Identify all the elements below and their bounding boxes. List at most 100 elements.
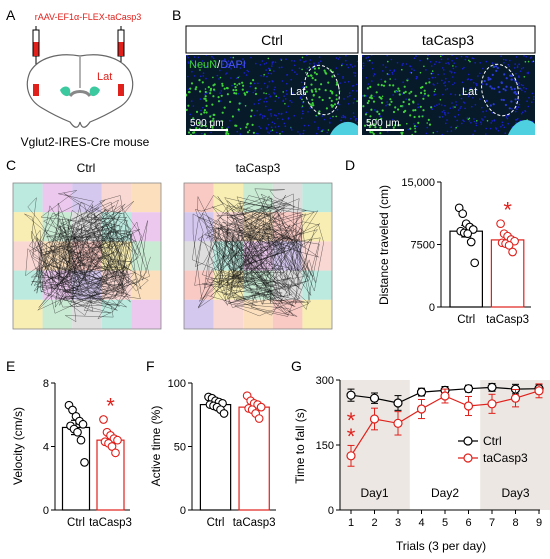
cell-dot: [204, 90, 207, 94]
cell-dot: [296, 73, 298, 75]
cell-dot: [362, 62, 365, 64]
cell-dot: [329, 117, 332, 119]
cell-dot: [422, 109, 425, 112]
cell-dot: [268, 132, 271, 134]
cell-dot: [202, 72, 205, 74]
grid-cell: [13, 299, 43, 329]
cell-dot: [332, 115, 334, 118]
cell-dot: [445, 77, 447, 80]
cell-dot: [521, 111, 524, 114]
cell-dot: [226, 66, 228, 68]
cell-dot: [267, 57, 270, 60]
cell-dot: [441, 67, 444, 69]
data-point: [219, 409, 229, 418]
cell-dot: [297, 131, 299, 133]
cell-dot: [518, 75, 520, 77]
cell-dot: [507, 122, 510, 125]
cell-dot: [188, 91, 191, 94]
data-point: [487, 399, 497, 409]
cell-dot: [447, 58, 449, 60]
cell-dot: [444, 89, 447, 91]
injection-site-right: [118, 84, 124, 96]
cell-dot: [397, 87, 400, 90]
cell-dot: [459, 107, 461, 109]
cell-dot: [268, 93, 270, 96]
x-tick-label: taCasp3: [486, 314, 529, 326]
data-point: [80, 458, 89, 467]
x-tick-label: Ctrl: [207, 517, 225, 529]
cell-dot: [489, 104, 492, 107]
cell-dot: [260, 127, 262, 129]
cell-dot: [531, 92, 534, 95]
cell-dot: [434, 63, 436, 65]
cell-dot: [271, 121, 274, 123]
cell-dot: [398, 93, 401, 96]
cell-dot: [500, 126, 502, 128]
cell-dot: [230, 68, 232, 70]
cell-dot: [266, 118, 269, 120]
cell-dot: [419, 105, 422, 108]
cell-dot: [231, 84, 233, 87]
cell-dot: [522, 66, 525, 69]
cell-dot: [509, 74, 512, 77]
cell-dot: [522, 84, 524, 87]
stain-label: NeuN/DAPI: [189, 59, 246, 71]
cell-dot: [414, 130, 417, 133]
cell-dot: [443, 109, 445, 112]
cell-dot: [387, 60, 389, 63]
cell-dot: [347, 80, 350, 83]
cell-dot: [331, 91, 334, 94]
cell-dot: [341, 64, 343, 67]
cell-dot: [322, 129, 324, 131]
cell-dot: [501, 124, 504, 126]
cell-dot: [472, 133, 474, 135]
cell-dot: [389, 69, 391, 72]
cell-dot: [324, 89, 327, 92]
cell-dot: [203, 109, 206, 112]
grid-cell: [213, 299, 244, 329]
cell-dot: [205, 104, 208, 107]
cell-dot: [406, 122, 408, 125]
lat-label-tacasp3: Lat: [462, 86, 477, 98]
cell-dot: [433, 84, 435, 86]
cell-dot: [410, 90, 413, 93]
cell-dot: [369, 123, 372, 127]
x-tick-label: 8: [512, 517, 518, 529]
cell-dot: [203, 97, 206, 100]
cell-dot: [351, 85, 354, 87]
cell-dot: [392, 94, 395, 96]
cell-dot: [451, 60, 453, 62]
cell-dot: [440, 58, 443, 61]
cell-dot: [400, 131, 403, 134]
cell-dot: [524, 61, 527, 63]
cell-dot: [369, 96, 372, 99]
panel-b: B Ctrl taCasp3 NeuN/DAPI Lat Lat 500 μm …: [172, 7, 536, 135]
cell-dot: [471, 57, 474, 59]
cell-dot: [284, 125, 287, 127]
cell-dot: [520, 84, 523, 86]
grid-cell: [131, 183, 161, 213]
cell-dot: [234, 86, 237, 89]
cell-dot: [515, 119, 517, 121]
cell-dot: [352, 102, 355, 104]
cell-dot: [330, 99, 333, 102]
cell-dot: [267, 131, 269, 133]
cell-dot: [501, 121, 504, 124]
cell-dot: [287, 117, 290, 119]
cell-dot: [242, 58, 244, 60]
cell-dot: [263, 73, 266, 76]
cell-dot: [281, 118, 284, 121]
cell-dot: [348, 92, 351, 94]
cell-dot: [266, 75, 268, 78]
cell-dot: [401, 93, 403, 95]
cell-dot: [390, 58, 393, 61]
cell-dot: [258, 125, 261, 128]
cell-dot: [318, 96, 321, 99]
cell-dot: [508, 107, 511, 110]
cell-dot: [402, 91, 406, 94]
cell-dot: [448, 80, 450, 83]
cell-dot: [472, 57, 475, 60]
cell-dot: [309, 63, 311, 65]
cell-dot: [444, 84, 447, 87]
panel-e: E Velocity (cm/s) 0 4 8 Ctrl taCasp3 *: [6, 358, 132, 529]
